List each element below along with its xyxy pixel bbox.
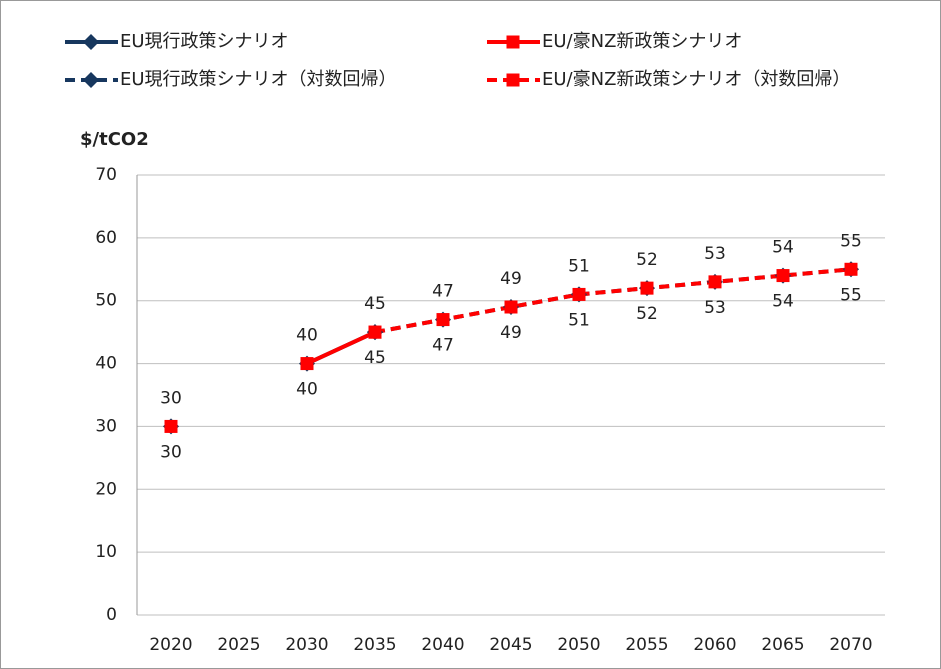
data-label: 30 (160, 442, 182, 462)
x-tick-label: 2030 (285, 635, 328, 655)
x-tick-label: 2055 (625, 635, 668, 655)
legend-marker (83, 34, 99, 50)
legend-label: EU/豪NZ新政策シナリオ (542, 31, 742, 52)
data-label: 47 (432, 282, 454, 302)
series-line (306, 330, 376, 366)
x-tick-label: 2045 (489, 635, 532, 655)
legend-label: EU/豪NZ新政策シナリオ（対数回帰） (542, 69, 850, 90)
data-label: 55 (840, 231, 862, 251)
legend-label: EU現行政策シナリオ（対数回帰） (120, 69, 397, 90)
marker (844, 262, 858, 276)
data-label: 53 (704, 298, 726, 318)
x-tick-label: 2060 (693, 635, 736, 655)
marker (504, 300, 518, 314)
data-label: 53 (704, 244, 726, 264)
x-tick-label: 2040 (421, 635, 464, 655)
marker (164, 419, 178, 433)
data-label: 40 (296, 326, 318, 346)
data-label: 51 (568, 256, 590, 276)
x-tick-label: 2070 (829, 635, 872, 655)
data-label: 45 (364, 294, 386, 314)
legend-marker (506, 35, 520, 49)
data-label: 49 (500, 323, 522, 343)
x-tick-label: 2065 (761, 635, 804, 655)
marker (300, 357, 314, 371)
x-tick-label: 2025 (217, 635, 260, 655)
legend-marker (83, 72, 99, 88)
marker (436, 313, 450, 327)
y-tick-label: 30 (95, 416, 117, 436)
legend-marker (506, 73, 520, 87)
y-tick-label: 20 (95, 479, 117, 499)
legend-label: EU現行政策シナリオ (120, 31, 289, 52)
data-label: 40 (296, 380, 318, 400)
data-label: 52 (636, 304, 658, 324)
marker (708, 275, 722, 289)
marker (640, 281, 654, 295)
y-axis-title: $/tCO2 (80, 129, 149, 150)
marker (572, 287, 586, 301)
data-label: 45 (364, 348, 386, 368)
data-label: 55 (840, 285, 862, 305)
y-tick-label: 10 (95, 542, 117, 562)
y-tick-label: 40 (95, 354, 117, 374)
y-tick-label: 0 (106, 605, 117, 625)
series-line (374, 267, 852, 335)
y-tick-label: 70 (95, 165, 117, 185)
data-label: 54 (772, 238, 794, 258)
data-label: 49 (500, 269, 522, 289)
x-tick-label: 2050 (557, 635, 600, 655)
data-label: 30 (160, 388, 182, 408)
data-label: 47 (432, 336, 454, 356)
marker (776, 269, 790, 283)
data-label: 52 (636, 250, 658, 270)
y-tick-label: 50 (95, 291, 117, 311)
data-label: 51 (568, 310, 590, 330)
x-tick-label: 2020 (149, 635, 192, 655)
x-tick-label: 2035 (353, 635, 396, 655)
y-tick-label: 60 (95, 228, 117, 248)
marker (368, 325, 382, 339)
data-label: 54 (772, 292, 794, 312)
